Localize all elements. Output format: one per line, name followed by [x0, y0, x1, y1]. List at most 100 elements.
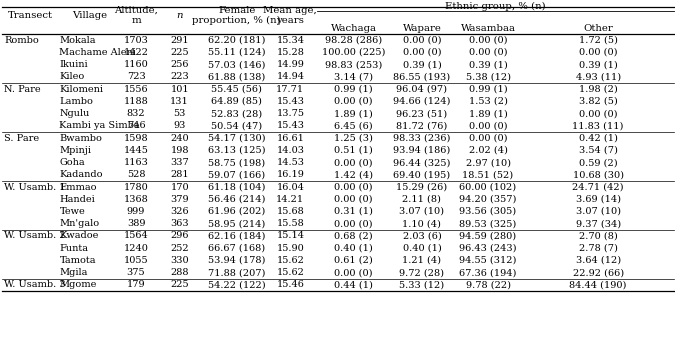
Text: 15.34: 15.34: [276, 36, 304, 45]
Text: 0.00 (0): 0.00 (0): [403, 36, 441, 45]
Text: 363: 363: [170, 219, 189, 228]
Text: Machame Aleni: Machame Aleni: [59, 48, 136, 57]
Text: 5.33 (12): 5.33 (12): [400, 280, 444, 290]
Text: 93: 93: [173, 121, 186, 130]
Text: Mokala: Mokala: [59, 36, 96, 45]
Text: 58.95 (214): 58.95 (214): [208, 219, 265, 228]
Text: 2.03 (6): 2.03 (6): [402, 231, 441, 241]
Text: 0.99 (1): 0.99 (1): [468, 85, 508, 94]
Text: Transect: Transect: [7, 11, 53, 20]
Text: Bwambo: Bwambo: [59, 134, 103, 142]
Text: 256: 256: [170, 60, 189, 69]
Text: 58.75 (198): 58.75 (198): [208, 158, 265, 167]
Text: 1368: 1368: [124, 195, 148, 204]
Text: 84.44 (190): 84.44 (190): [570, 280, 627, 290]
Text: 66.67 (168): 66.67 (168): [208, 244, 265, 253]
Text: Emmao: Emmao: [59, 182, 97, 191]
Text: 0.00 (0): 0.00 (0): [468, 134, 508, 142]
Text: 54.17 (130): 54.17 (130): [208, 134, 265, 142]
Text: 93.94 (186): 93.94 (186): [394, 146, 450, 155]
Text: 0.00 (0): 0.00 (0): [579, 109, 618, 118]
Text: 53: 53: [173, 109, 186, 118]
Text: 252: 252: [170, 244, 189, 253]
Text: Mgome: Mgome: [59, 280, 97, 290]
Text: 389: 389: [127, 219, 145, 228]
Text: 0.31 (1): 0.31 (1): [334, 207, 373, 216]
Text: 1.21 (4): 1.21 (4): [402, 256, 441, 265]
Text: W. Usamb. 1: W. Usamb. 1: [5, 182, 66, 191]
Text: 1.89 (1): 1.89 (1): [468, 109, 508, 118]
Text: 50.54 (47): 50.54 (47): [211, 121, 263, 130]
Text: 14.53: 14.53: [276, 158, 304, 167]
Text: Wachaga: Wachaga: [331, 24, 377, 32]
Text: 288: 288: [170, 268, 189, 277]
Text: 100.00 (225): 100.00 (225): [322, 48, 385, 57]
Text: 6.45 (6): 6.45 (6): [334, 121, 373, 130]
Text: 0.61 (2): 0.61 (2): [334, 256, 373, 265]
Text: 2.78 (7): 2.78 (7): [578, 244, 618, 253]
Text: 10.68 (30): 10.68 (30): [572, 170, 624, 179]
Text: 1422: 1422: [124, 48, 148, 57]
Text: 3.64 (12): 3.64 (12): [576, 256, 621, 265]
Text: 223: 223: [170, 72, 189, 81]
Text: 96.04 (97): 96.04 (97): [396, 85, 448, 94]
Text: Mpinji: Mpinji: [59, 146, 92, 155]
Text: Female
proportion, % (n): Female proportion, % (n): [192, 6, 281, 25]
Text: 1188: 1188: [124, 97, 148, 106]
Text: 2.97 (10): 2.97 (10): [466, 158, 510, 167]
Text: Other: Other: [583, 24, 613, 32]
Text: Wapare: Wapare: [402, 24, 441, 32]
Text: W. Usamb. 2: W. Usamb. 2: [5, 231, 66, 241]
Text: 0.00 (0): 0.00 (0): [334, 182, 373, 191]
Text: 1163: 1163: [124, 158, 148, 167]
Text: 53.94 (178): 53.94 (178): [208, 256, 265, 265]
Text: 4.93 (11): 4.93 (11): [576, 72, 621, 81]
Text: 240: 240: [170, 134, 189, 142]
Text: 2.02 (4): 2.02 (4): [468, 146, 508, 155]
Text: 14.99: 14.99: [277, 60, 304, 69]
Text: 225: 225: [170, 48, 189, 57]
Text: 16.19: 16.19: [277, 170, 304, 179]
Text: 22.92 (66): 22.92 (66): [572, 268, 624, 277]
Text: 3.07 (10): 3.07 (10): [400, 207, 444, 216]
Text: 296: 296: [170, 231, 189, 241]
Text: 98.33 (236): 98.33 (236): [394, 134, 451, 142]
Text: Lambo: Lambo: [59, 97, 93, 106]
Text: N. Pare: N. Pare: [5, 85, 41, 94]
Text: 3.69 (14): 3.69 (14): [576, 195, 620, 204]
Text: Kambi ya Simba: Kambi ya Simba: [59, 121, 140, 130]
Text: 1240: 1240: [124, 244, 148, 253]
Text: 1.98 (2): 1.98 (2): [578, 85, 618, 94]
Text: 93.56 (305): 93.56 (305): [460, 207, 516, 216]
Text: 16.61: 16.61: [277, 134, 304, 142]
Text: 0.40 (1): 0.40 (1): [402, 244, 441, 253]
Text: 56.46 (214): 56.46 (214): [208, 195, 265, 204]
Text: Tamota: Tamota: [59, 256, 96, 265]
Text: 63.13 (125): 63.13 (125): [208, 146, 265, 155]
Text: 0.39 (1): 0.39 (1): [468, 60, 508, 69]
Text: 18.51 (52): 18.51 (52): [462, 170, 514, 179]
Text: 1160: 1160: [124, 60, 148, 69]
Text: 170: 170: [170, 182, 189, 191]
Text: 15.46: 15.46: [277, 280, 304, 290]
Text: 9.78 (22): 9.78 (22): [466, 280, 510, 290]
Text: Handei: Handei: [59, 195, 95, 204]
Text: 379: 379: [170, 195, 189, 204]
Text: 0.00 (0): 0.00 (0): [579, 48, 618, 57]
Text: 61.18 (104): 61.18 (104): [208, 182, 265, 191]
Text: Mn'galo: Mn'galo: [59, 219, 100, 228]
Text: Altitude,
m: Altitude, m: [114, 6, 158, 25]
Text: Rombo: Rombo: [5, 36, 39, 45]
Text: 2.11 (8): 2.11 (8): [402, 195, 441, 204]
Text: 54.22 (122): 54.22 (122): [208, 280, 265, 290]
Text: n: n: [176, 11, 183, 20]
Text: 1780: 1780: [124, 182, 148, 191]
Text: 94.55 (312): 94.55 (312): [460, 256, 517, 265]
Text: 1.89 (1): 1.89 (1): [334, 109, 373, 118]
Text: 999: 999: [127, 207, 145, 216]
Text: 71.88 (207): 71.88 (207): [208, 268, 265, 277]
Text: Kileo: Kileo: [59, 72, 85, 81]
Text: 0.68 (2): 0.68 (2): [334, 231, 373, 241]
Text: 1055: 1055: [124, 256, 148, 265]
Text: 24.71 (42): 24.71 (42): [572, 182, 624, 191]
